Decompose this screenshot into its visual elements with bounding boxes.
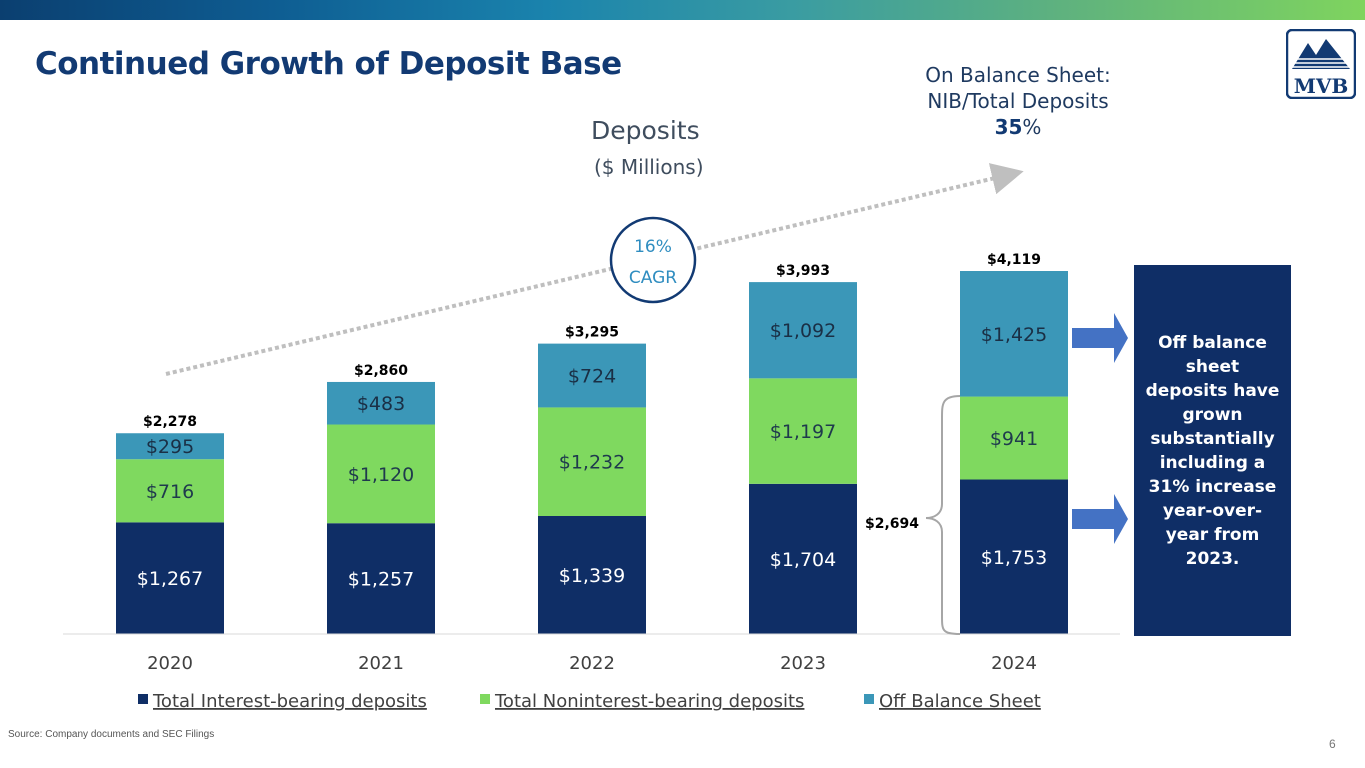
bar-total-noninterest-bearing-deposits-2022 <box>538 407 646 516</box>
bar-value-label: $1,092 <box>770 320 836 342</box>
bar-off-balance-sheet-2023 <box>749 282 857 379</box>
bar-value-label: $483 <box>357 393 405 415</box>
mountain-icon <box>1292 39 1350 69</box>
page-title: Continued Growth of Deposit Base <box>35 46 622 82</box>
bar-value-label: $1,704 <box>770 549 836 571</box>
legend-swatch <box>138 694 148 704</box>
bar-off-balance-sheet-2021 <box>327 381 435 425</box>
bar-value-label: $1,339 <box>559 565 625 587</box>
cagr-circle <box>609 216 697 304</box>
growth-trend-arrow <box>165 163 1024 376</box>
chart-title: Deposits <box>591 116 700 145</box>
logo-stripes <box>1292 58 1350 68</box>
bracket <box>925 395 961 635</box>
bar-group: $1,267 $716 $295 $2,278 2020 $1,257 $1,120 $483… <box>116 252 1068 674</box>
right-arrow-icon <box>1072 494 1128 544</box>
legend-label: Total Interest-bearing deposits <box>152 691 427 712</box>
source-note: Source: Company documents and SEC Filing… <box>8 729 215 740</box>
bar-total-noninterest-bearing-deposits-2021 <box>327 424 435 524</box>
bar-value-label: $1,257 <box>348 569 414 591</box>
bar-total-label: $2,278 <box>143 414 197 430</box>
x-tick-label: 2022 <box>569 653 615 674</box>
bar-value-label: $1,267 <box>137 568 203 590</box>
top-gradient-bar <box>0 0 1365 20</box>
bar-value-label: $1,120 <box>348 464 414 486</box>
on-balance-pct-number: 35 <box>994 115 1023 139</box>
bar-value-label: $1,753 <box>981 547 1047 569</box>
on-balance-pct-sign: % <box>1022 115 1042 139</box>
x-tick-label: 2020 <box>147 653 193 674</box>
off-balance-callout-text: Off balance sheet deposits have grown su… <box>1145 332 1280 569</box>
bar-total-interest-bearing-deposits-2020 <box>116 522 224 634</box>
legend-label: Total Noninterest-bearing deposits <box>494 691 804 712</box>
bar-off-balance-sheet-2020 <box>116 433 224 460</box>
x-tick-label: 2021 <box>358 653 404 674</box>
bar-total-label: $3,295 <box>565 325 619 341</box>
bar-total-interest-bearing-deposits-2024 <box>960 479 1068 634</box>
cagr-pct: 16% <box>634 237 672 257</box>
x-tick-label: 2024 <box>991 653 1037 674</box>
x-tick-label: 2023 <box>780 653 826 674</box>
bar-value-label: $1,232 <box>559 452 625 474</box>
page-number: 6 <box>1329 737 1336 751</box>
bar-total-interest-bearing-deposits-2022 <box>538 515 646 634</box>
bar-total-label: $3,993 <box>776 263 830 279</box>
bar-total-noninterest-bearing-deposits-2020 <box>116 459 224 523</box>
off-balance-callout: Off balance sheet deposits have grown su… <box>1134 265 1291 636</box>
bar-total-interest-bearing-deposits-2023 <box>749 483 857 634</box>
on-balance-line1: On Balance Sheet: <box>925 63 1111 87</box>
bar-value-label: $295 <box>146 436 194 458</box>
bar-total-label: $2,860 <box>354 363 408 379</box>
legend-swatch <box>864 694 874 704</box>
bar-value-label: $716 <box>146 481 194 503</box>
bar-total-interest-bearing-deposits-2021 <box>327 523 435 634</box>
legend-label: Off Balance Sheet <box>879 691 1041 712</box>
on-balance-pct: 35% <box>880 114 1156 140</box>
bar-total-noninterest-bearing-deposits-2024 <box>960 396 1068 480</box>
on-balance-line2: NIB/Total Deposits <box>927 89 1109 113</box>
bracket-label: $2,694 <box>865 516 919 532</box>
bar-value-label: $724 <box>568 366 616 388</box>
chart-subtitle: ($ Millions) <box>594 155 704 179</box>
bar-off-balance-sheet-2024 <box>960 271 1068 397</box>
bar-value-label: $941 <box>990 428 1038 450</box>
mvb-logo: MVB <box>1285 28 1357 103</box>
bar-total-noninterest-bearing-deposits-2023 <box>749 378 857 484</box>
legend-swatch <box>480 694 490 704</box>
on-balance-note: On Balance Sheet: NIB/Total Deposits 35% <box>880 62 1156 140</box>
right-arrow-icon <box>1072 313 1128 363</box>
bar-value-label: $1,197 <box>770 421 836 443</box>
bar-total-label: $4,119 <box>987 252 1041 268</box>
logo-text: MVB <box>1294 74 1349 98</box>
bar-off-balance-sheet-2022 <box>538 343 646 408</box>
chart-legend: Total Interest-bearing deposits Total Non… <box>138 691 1041 712</box>
cagr-label: CAGR <box>629 268 677 288</box>
bar-value-label: $1,425 <box>981 324 1047 346</box>
